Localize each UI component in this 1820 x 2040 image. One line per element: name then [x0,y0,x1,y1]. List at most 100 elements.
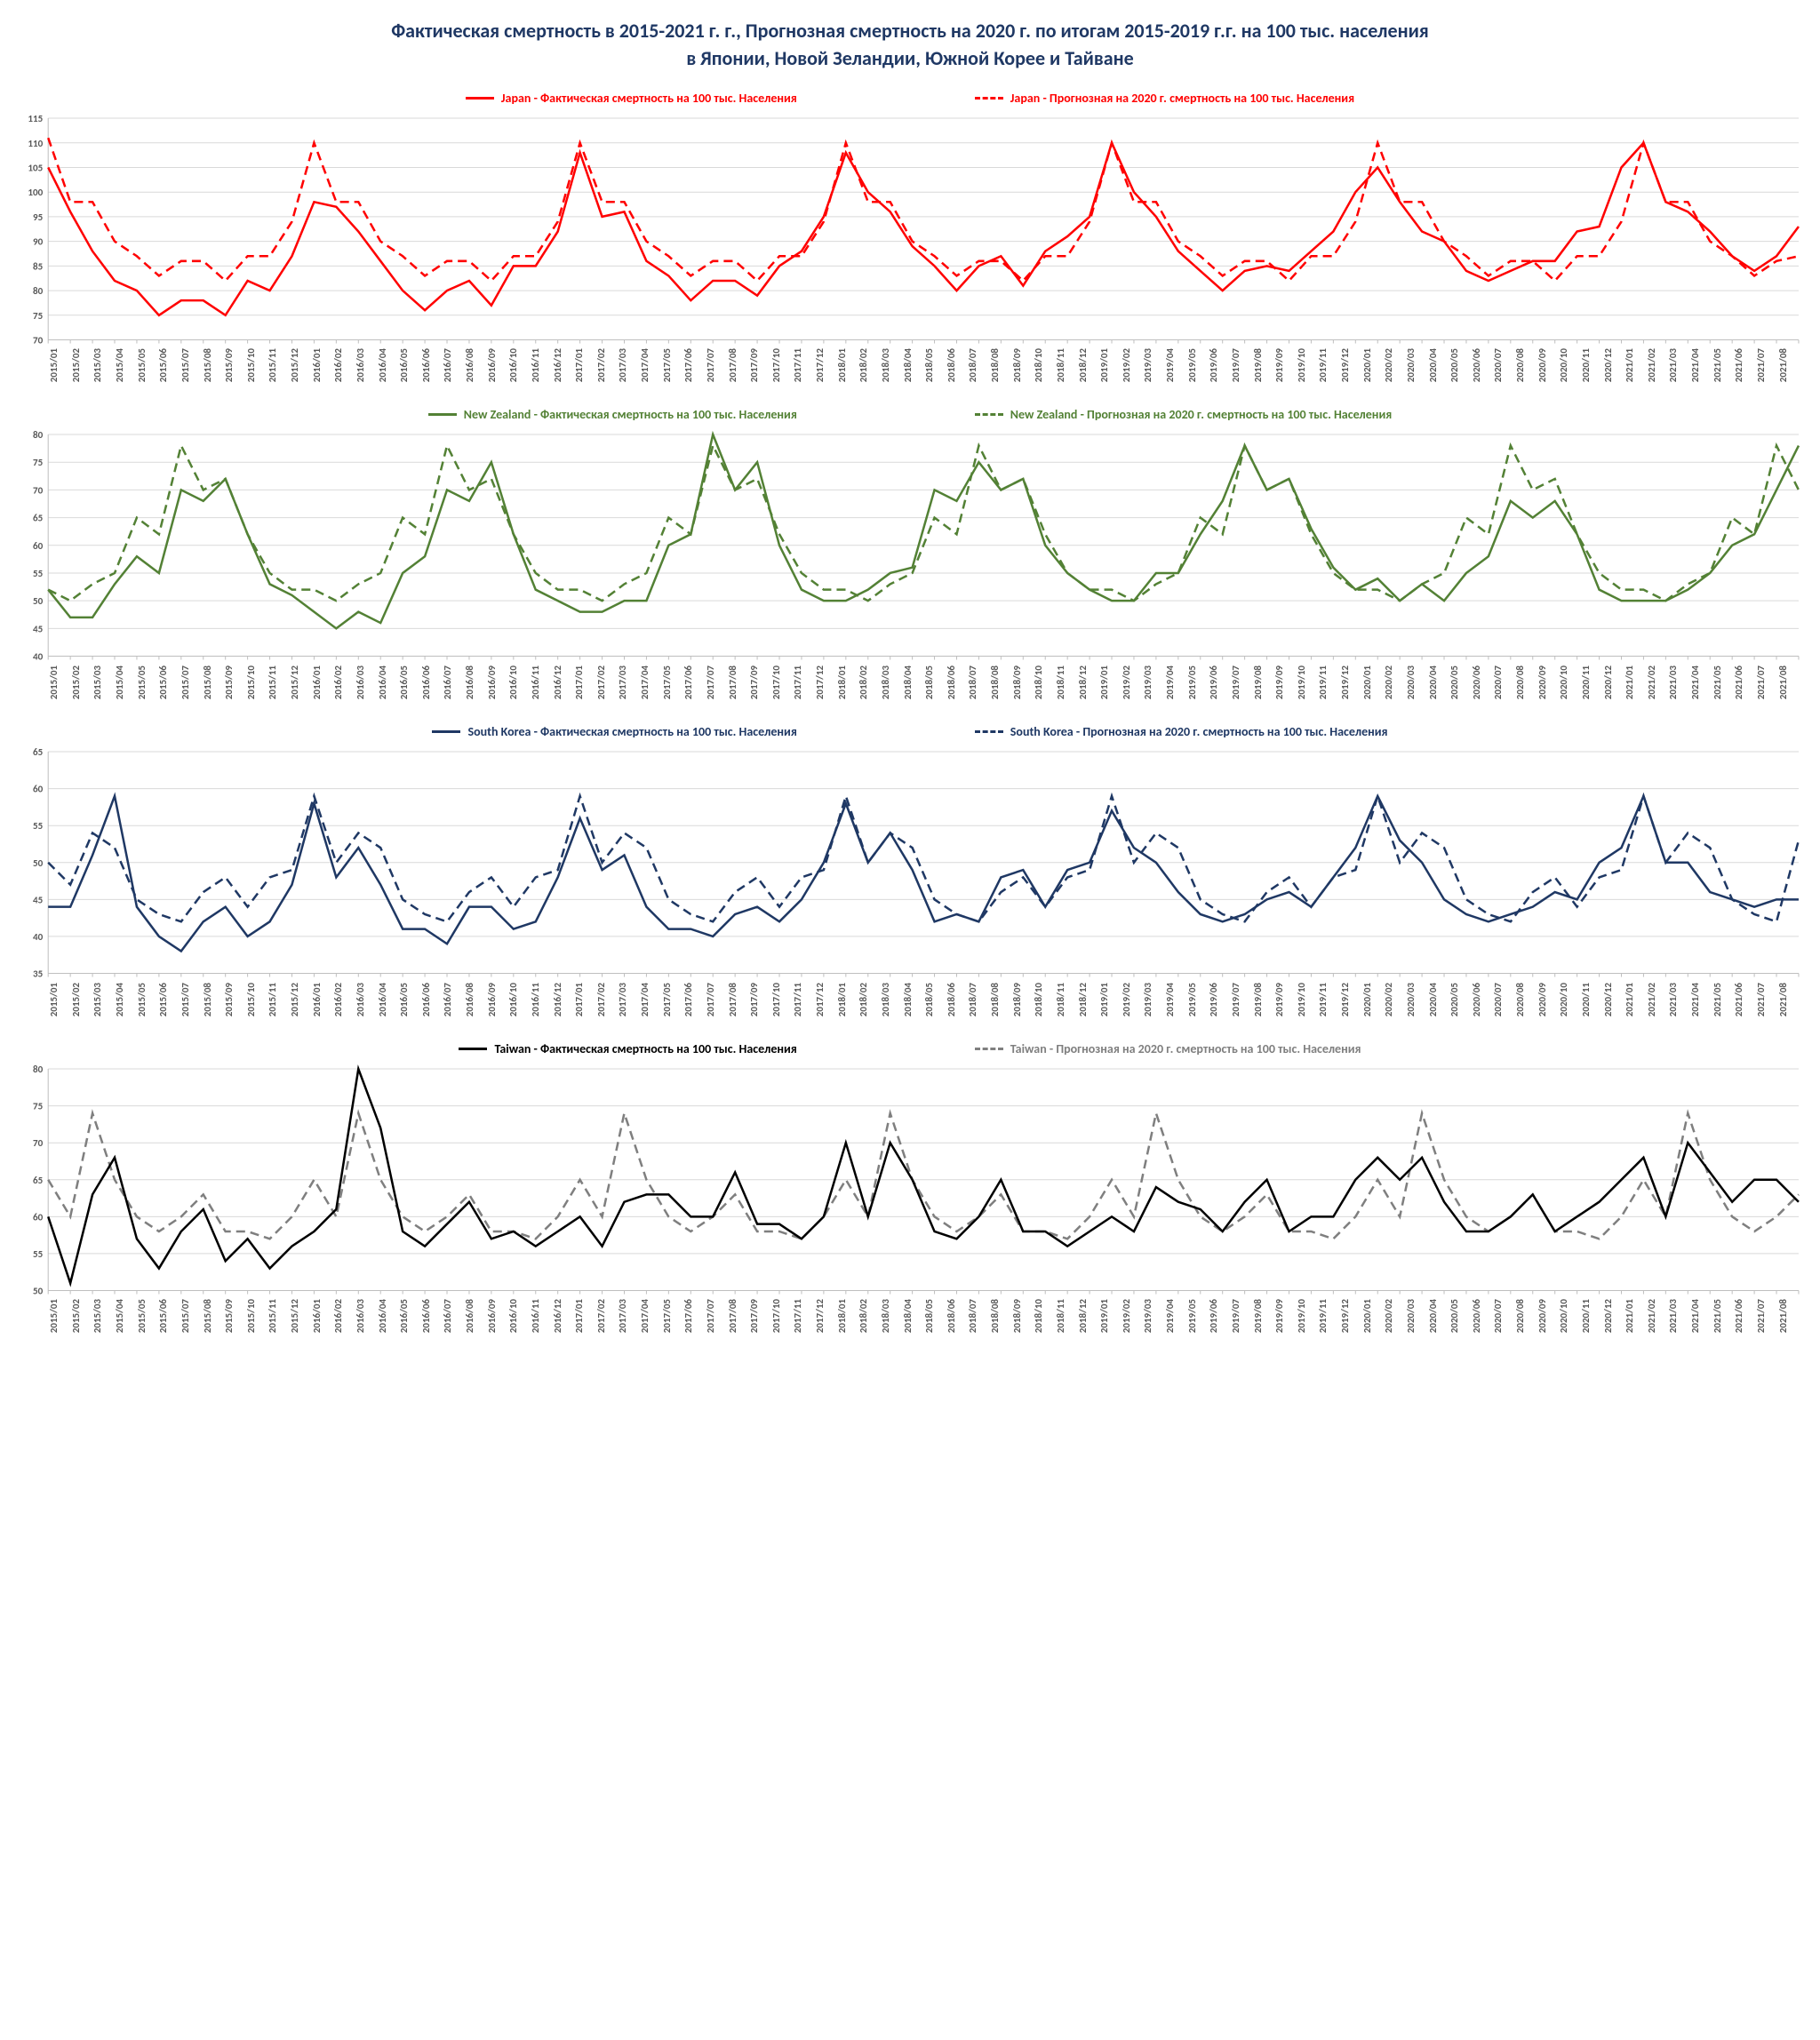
x-tick-label: 2015/02 [70,983,92,1016]
legend-swatch-forecast [975,413,1003,416]
legend-swatch-actual [466,97,494,100]
x-tick-label: 2015/08 [202,1299,224,1333]
x-tick-label: 2019/05 [1186,1299,1209,1333]
x-tick-label: 2017/07 [705,983,727,1016]
chart-svg-japan: 707580859095100105110115 [16,113,1804,346]
legend-actual: Japan - Фактическая смертность на 100 ты… [466,91,797,106]
x-tick-label: 2018/09 [1011,665,1034,699]
y-tick-label: 80 [33,429,44,441]
x-tick-label: 2015/05 [136,983,158,1016]
x-tick-label: 2020/06 [1471,665,1493,699]
x-tick-label: 2015/11 [267,665,289,699]
x-tick-label: 2016/05 [398,1299,420,1333]
x-tick-label: 2016/06 [420,348,443,382]
x-tick-label: 2018/11 [1055,665,1077,699]
x-axis-labels: 2015/012015/022015/032015/042015/052015/… [16,348,1804,382]
series-actual [48,142,1799,315]
x-tick-label: 2015/06 [157,665,180,699]
x-tick-label: 2018/12 [1077,1299,1099,1333]
x-tick-label: 2021/03 [1667,348,1689,382]
x-tick-label: 2019/11 [1317,665,1339,699]
x-tick-label: 2016/05 [398,983,420,1016]
x-tick-label: 2020/12 [1602,983,1624,1016]
x-tick-label: 2019/07 [1230,348,1252,382]
legend-swatch-forecast [975,1048,1003,1050]
y-tick-label: 75 [33,1099,44,1112]
x-tick-label: 2015/08 [202,348,224,382]
x-tick-label: 2021/08 [1777,665,1800,699]
x-tick-label: 2019/08 [1252,1299,1274,1333]
x-tick-label: 2020/08 [1514,1299,1537,1333]
x-tick-label: 2018/08 [989,665,1011,699]
y-tick-label: 50 [33,594,44,607]
x-tick-label: 2015/05 [136,1299,158,1333]
x-tick-label: 2017/07 [705,348,727,382]
x-tick-label: 2017/02 [595,348,618,382]
x-tick-label: 2019/10 [1296,983,1318,1016]
x-tick-label: 2018/12 [1077,983,1099,1016]
x-tick-label: 2017/03 [617,983,639,1016]
legend-swatch-forecast [975,97,1003,100]
x-tick-label: 2017/07 [705,1299,727,1333]
x-tick-label: 2021/08 [1777,983,1800,1016]
title-line-1: Фактическая смертность в 2015-2021 г. г.… [391,19,1429,43]
x-tick-label: 2018/04 [902,665,924,699]
x-tick-label: 2017/09 [748,1299,770,1333]
x-tick-label: 2015/04 [114,983,136,1016]
x-tick-label: 2016/04 [377,1299,399,1333]
x-tick-label: 2019/06 [1208,1299,1230,1333]
x-tick-label: 2020/04 [1427,1299,1449,1333]
x-tick-label: 2015/02 [70,1299,92,1333]
x-tick-label: 2020/01 [1361,348,1384,382]
x-tick-label: 2019/04 [1164,983,1186,1016]
y-tick-label: 45 [33,623,44,635]
chart-panel-japan: Japan - Фактическая смертность на 100 ты… [9,91,1811,383]
x-tick-label: 2018/02 [858,983,880,1016]
y-tick-label: 35 [33,968,44,979]
x-tick-label: 2017/11 [792,983,814,1016]
x-tick-label: 2017/04 [639,983,661,1016]
x-tick-label: 2017/04 [639,665,661,699]
x-tick-label: 2020/11 [1580,983,1602,1016]
x-tick-label: 2018/10 [1033,1299,1055,1333]
x-tick-label: 2016/03 [355,348,377,382]
legend-actual-label: Taiwan - Фактическая смертность на 100 т… [494,1041,796,1056]
x-tick-label: 2018/03 [880,665,902,699]
x-tick-label: 2019/08 [1252,348,1274,382]
y-tick-label: 95 [33,211,44,223]
x-tick-label: 2020/02 [1383,348,1405,382]
x-tick-label: 2020/07 [1492,983,1514,1016]
x-tick-label: 2019/10 [1296,348,1318,382]
x-tick-label: 2020/07 [1492,348,1514,382]
x-tick-label: 2017/11 [792,348,814,382]
x-tick-label: 2017/05 [661,665,683,699]
x-tick-label: 2021/03 [1667,1299,1689,1333]
x-tick-label: 2016/11 [530,665,552,699]
x-tick-label: 2019/12 [1339,1299,1361,1333]
x-tick-label: 2019/06 [1208,665,1230,699]
x-tick-label: 2019/08 [1252,983,1274,1016]
x-tick-label: 2021/05 [1712,348,1734,382]
x-tick-label: 2016/10 [507,983,530,1016]
legend-swatch-actual [428,413,457,416]
x-tick-label: 2015/07 [180,348,202,382]
y-tick-label: 80 [33,1064,44,1075]
x-tick-label: 2015/07 [180,665,202,699]
x-tick-label: 2019/04 [1164,665,1186,699]
x-tick-label: 2018/07 [967,665,989,699]
x-tick-label: 2021/04 [1689,348,1712,382]
x-tick-label: 2017/04 [639,348,661,382]
x-tick-label: 2018/06 [946,1299,968,1333]
x-tick-label: 2016/11 [530,983,552,1016]
x-tick-label: 2018/10 [1033,348,1055,382]
x-tick-label: 2019/03 [1142,983,1164,1016]
x-tick-label: 2015/05 [136,348,158,382]
x-tick-label: 2016/06 [420,1299,443,1333]
x-tick-label: 2017/10 [770,348,793,382]
legend-swatch-actual [459,1048,487,1050]
x-tick-label: 2015/10 [245,983,267,1016]
y-tick-label: 75 [33,457,44,469]
x-tick-label: 2019/08 [1252,665,1274,699]
x-tick-label: 2020/05 [1449,983,1471,1016]
x-axis-labels: 2015/012015/022015/032015/042015/052015/… [16,665,1804,699]
